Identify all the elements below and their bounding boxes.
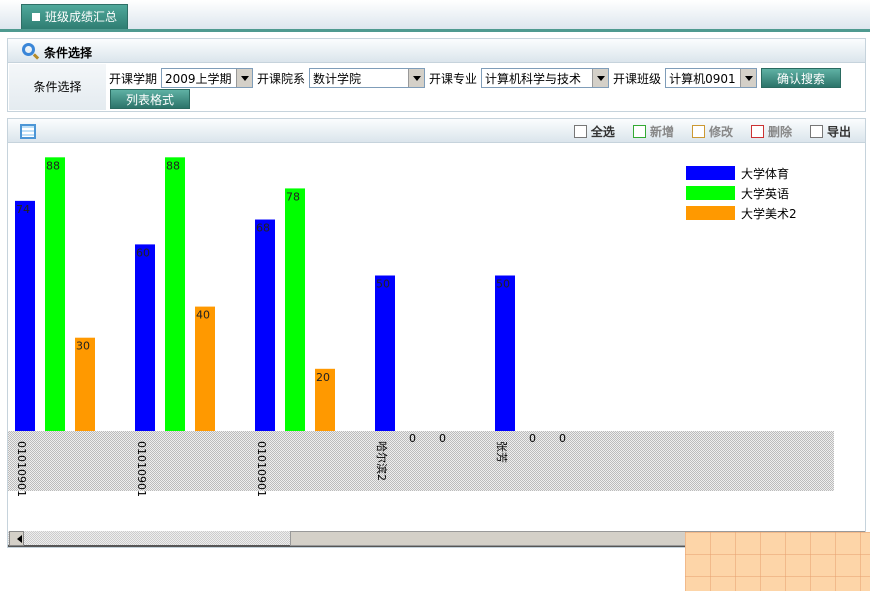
major-label: 开课专业	[429, 71, 478, 86]
data-label: 68	[256, 222, 270, 235]
tab-class-score-summary[interactable]: 班级成绩汇总	[21, 4, 129, 29]
bar	[285, 188, 305, 431]
pencil-icon	[691, 125, 705, 138]
confirm-search-button[interactable]: 确认搜索	[761, 68, 842, 88]
legend-label: 大学英语	[741, 186, 789, 201]
class-label: 开课班级	[613, 71, 662, 86]
data-label: 74	[16, 203, 30, 216]
data-label: 0	[439, 432, 446, 445]
chevron-down-icon[interactable]	[408, 69, 425, 87]
bar	[45, 157, 65, 431]
data-label: 50	[376, 278, 390, 291]
tab-square-icon	[32, 13, 40, 21]
chart-toolbar: 全选 新增 修改 删除 导出	[8, 119, 865, 143]
data-label: 88	[46, 159, 60, 172]
bar	[195, 306, 215, 431]
list-format-button[interactable]: 列表格式	[110, 89, 190, 109]
data-label: 20	[316, 371, 330, 384]
term-select[interactable]: 2009上学期	[161, 68, 254, 88]
delete-button[interactable]: 删除	[750, 123, 792, 140]
legend-label: 大学美术2	[741, 206, 797, 221]
add-icon	[632, 125, 646, 138]
filter-row: 开课学期 2009上学期 开课院系 数计学院 开课专业 计算机科学与技术 开课班…	[109, 68, 842, 88]
data-label: 88	[166, 159, 180, 172]
edit-button[interactable]: 修改	[691, 123, 733, 140]
data-label: 60	[136, 246, 150, 259]
tab-label: 班级成绩汇总	[45, 10, 118, 24]
filter-row-label: 条件选择	[9, 64, 106, 110]
delete-icon	[750, 125, 764, 138]
top-tab-bar: 班级成绩汇总	[0, 0, 870, 32]
legend-swatch	[686, 166, 735, 180]
select-all-checkbox[interactable]: 全选	[573, 123, 615, 140]
checkbox-icon[interactable]	[573, 125, 587, 138]
filter-panel-header: 条件选择	[8, 39, 865, 63]
bar-chart: 50 74 88 30 01010901 60 88 40 01010901 68 78 20 0101…	[8, 157, 834, 497]
data-label: 30	[76, 340, 90, 353]
data-label: 0	[559, 432, 566, 445]
search-icon	[22, 43, 35, 56]
category-label: 张芳	[495, 441, 509, 463]
category-label: 01010901	[255, 441, 268, 497]
bar	[375, 275, 395, 431]
major-select[interactable]: 计算机科学与技术	[481, 68, 610, 88]
bar	[165, 157, 185, 431]
legend-label: 大学体育	[741, 166, 789, 181]
legend-swatch	[686, 206, 735, 220]
legend-swatch	[686, 186, 735, 200]
chevron-down-icon[interactable]	[592, 69, 609, 87]
bar	[135, 244, 155, 431]
dept-select[interactable]: 数计学院	[309, 68, 426, 88]
filter-panel: 条件选择 条件选择 开课学期 2009上学期 开课院系 数计学院 开课专业 计算…	[7, 38, 866, 112]
chevron-down-icon[interactable]	[740, 69, 757, 87]
overlay-grid-image	[685, 532, 870, 591]
bar	[495, 275, 515, 431]
chevron-down-icon[interactable]	[236, 69, 253, 87]
category-axis-band	[8, 431, 834, 491]
bar	[75, 337, 95, 431]
save-icon	[809, 125, 823, 138]
add-button[interactable]: 新增	[632, 123, 674, 140]
category-label: 01010901	[15, 441, 28, 497]
data-label: 0	[409, 432, 416, 445]
bar	[255, 219, 275, 431]
filter-title: 条件选择	[44, 46, 93, 60]
category-label: 哈尔滨2	[375, 441, 389, 481]
term-label: 开课学期	[109, 71, 158, 86]
dept-label: 开课院系	[257, 71, 306, 86]
data-label: 78	[286, 190, 300, 203]
data-label: 0	[529, 432, 536, 445]
data-label: 40	[196, 309, 210, 322]
bar	[315, 368, 335, 431]
export-button[interactable]: 导出	[809, 123, 851, 140]
class-select[interactable]: 计算机0901	[665, 68, 758, 88]
data-label: 50	[496, 278, 510, 291]
scroll-left-arrow-icon[interactable]	[9, 531, 24, 546]
calculator-icon	[20, 124, 36, 139]
category-label: 01010901	[135, 441, 148, 497]
chart-panel: 全选 新增 修改 删除 导出 50 74 88 30 01010901 60 88 40 010…	[7, 118, 866, 548]
bar	[15, 200, 35, 431]
